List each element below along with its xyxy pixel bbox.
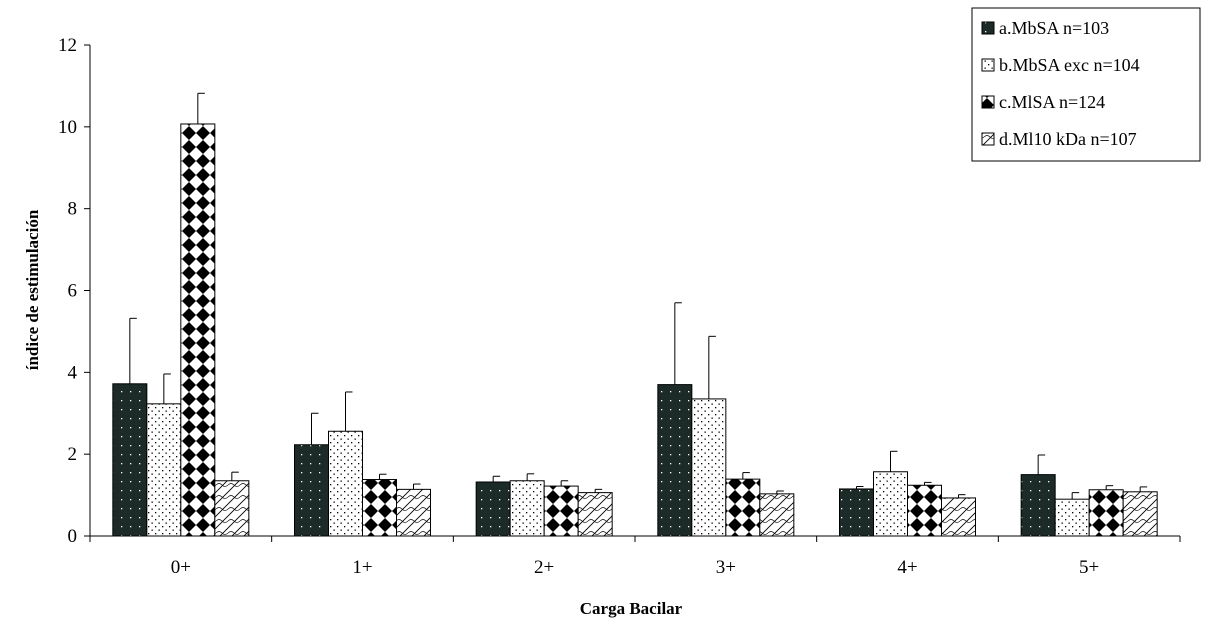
legend-box [971,7,1201,162]
bar-3-0plus [180,123,216,537]
bar-4-3plus [759,493,795,537]
axes: 0 2 4 6 8 10 12 0+ 1+ 2+ 3+ 4+ 5+ [58,35,1181,578]
y-tick-label: 10 [58,117,77,138]
legend-label: d.Ml10 kDa n=107 [999,129,1137,149]
x-tick-label: 5+ [1079,557,1099,578]
bar-1-5plus [1020,474,1056,537]
bar-3-5plus [1088,489,1124,537]
bar-1-0plus [112,383,148,537]
legend: a.MbSA n=103 b.MbSA exc n=104 c.MlSA n=124… [971,7,1201,162]
y-tick-label: 8 [68,199,78,220]
y-tick-label: 2 [68,444,78,465]
bar-1-1plus [294,444,329,537]
bar-2-3plus [691,398,727,537]
bar-3-1plus [362,479,397,537]
y-tick-label: 6 [68,281,78,302]
bar-2-1plus [328,430,363,537]
bar-4-0plus [214,480,250,537]
legend-label: a.MbSA n=103 [999,18,1109,38]
x-axis-title: Carga Bacilar [580,599,683,618]
plot-area [112,92,1158,537]
bar-3-4plus [907,484,942,537]
legend-swatch [981,58,995,72]
y-tick-label: 12 [58,35,77,56]
x-tick-label: 2+ [534,557,554,578]
bar-3-2plus [543,485,579,537]
bar-2-5plus [1054,498,1090,537]
y-tick-label: 4 [68,362,78,383]
x-tick-label: 4+ [897,557,917,578]
bar-2-4plus [873,471,908,537]
x-tick-label: 0+ [171,557,191,578]
bar-2-0plus [146,403,182,537]
bar-4-1plus [396,488,431,537]
bar-4-5plus [1122,491,1158,537]
bar-1-2plus [475,481,511,537]
x-tick-label: 1+ [352,557,372,578]
legend-swatch [981,95,995,109]
bar-3-3plus [725,478,761,537]
y-tick-label: 0 [68,526,78,547]
x-tick-label: 3+ [716,557,736,578]
legend-swatch [981,132,995,146]
bar-4-2plus [577,492,613,537]
y-axis-title: índice de estimulación [23,209,42,370]
bar-4-4plus [941,497,976,537]
legend-label: b.MbSA exc n=104 [999,55,1140,75]
bar-1-4plus [839,488,874,537]
legend-label: c.MlSA n=124 [999,92,1105,112]
bar-1-3plus [657,384,693,537]
bar-2-2plus [509,480,545,537]
legend-swatch [981,21,995,35]
